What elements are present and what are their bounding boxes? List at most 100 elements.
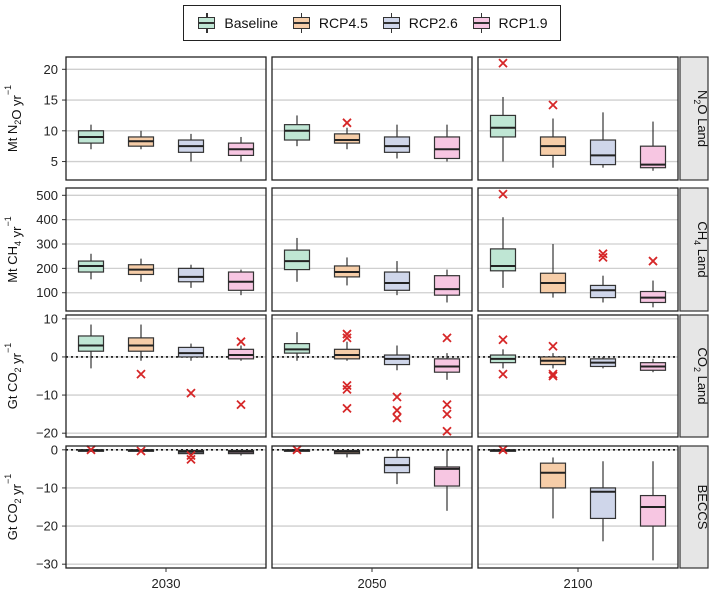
panel-border: [271, 187, 473, 312]
box: [77, 335, 105, 352]
strip-label: BECCS: [695, 485, 710, 530]
outlier-marker: [392, 392, 402, 402]
y-axis-title: Gt CO2 yr−1: [3, 474, 24, 541]
legend-label: RCP2.6: [408, 15, 458, 31]
y-tick-label: 10: [44, 311, 58, 326]
y-tick-label: 0: [51, 349, 58, 364]
y-tick-label: −10: [36, 480, 58, 495]
panel-background: [272, 446, 472, 568]
outlier-marker: [548, 100, 558, 110]
y-tick-label: 500: [36, 188, 58, 203]
legend-item-rcp45: RCP4.5: [291, 13, 368, 33]
outlier-marker: [648, 256, 658, 266]
panel-background: [66, 315, 266, 437]
outlier-marker: [498, 335, 508, 345]
strip-label: CH4 Land: [692, 221, 710, 277]
y-axis-title: Mt N2O yr−1: [3, 85, 24, 152]
outlier-marker: [442, 399, 452, 410]
y-axis-title: Gt CO2 yr−1: [3, 343, 24, 410]
panel-background: [66, 446, 266, 568]
box: [383, 136, 411, 153]
panel-background: [272, 57, 472, 180]
panel-background: [66, 57, 266, 180]
outlier-marker: [598, 252, 608, 263]
panel-border: [477, 314, 679, 438]
strip-label: CO2 Land: [692, 347, 710, 404]
box: [283, 124, 311, 141]
outlier-marker: [442, 333, 452, 343]
box: [433, 466, 461, 487]
legend-item-rcp26: RCP2.6: [381, 13, 458, 33]
legend-label: Baseline: [224, 15, 279, 31]
outlier-marker: [548, 371, 558, 381]
x-tick-label: 2100: [564, 576, 593, 591]
x-tick-label: 2050: [358, 576, 387, 591]
legend-label: RCP1.9: [498, 15, 548, 31]
outlier-marker: [236, 399, 246, 410]
y-tick-label: 5: [51, 154, 58, 169]
box: [639, 494, 667, 527]
y-tick-label: 100: [36, 285, 58, 300]
outlier-marker: [342, 118, 352, 128]
outlier-marker: [342, 384, 352, 394]
outlier-marker: [392, 413, 402, 423]
panel-border: [65, 187, 267, 312]
y-tick-label: −20: [36, 426, 58, 441]
y-tick-label: −10: [36, 388, 58, 403]
outlier-marker: [342, 403, 352, 414]
outlier-marker: [548, 341, 558, 351]
y-tick-label: −30: [36, 557, 58, 572]
box: [489, 114, 517, 138]
y-axis-title: Mt CH4 yr−1: [3, 216, 24, 283]
panel-border: [65, 56, 267, 181]
strip-background: [679, 314, 709, 438]
legend-label: RCP4.5: [318, 15, 368, 31]
outlier-marker: [442, 409, 452, 419]
legend-key-rcp19: [471, 13, 493, 33]
outlier-marker: [498, 445, 508, 455]
legend-key-rcp26: [381, 13, 403, 33]
legend-key-baseline: [196, 13, 218, 33]
outlier-marker: [342, 333, 352, 343]
y-tick-label: 0: [51, 442, 58, 457]
box: [489, 248, 517, 272]
outlier-marker: [342, 329, 352, 339]
outlier-marker: [292, 445, 302, 455]
outlier-marker: [236, 337, 246, 347]
panel-border: [477, 187, 679, 312]
box: [539, 462, 567, 489]
legend: Baseline RCP4.5 RCP2.6 RCP1.9: [183, 5, 561, 41]
outlier-marker: [498, 58, 508, 68]
legend-item-baseline: Baseline: [196, 13, 278, 33]
y-tick-label: 20: [44, 62, 58, 77]
outlier-marker: [136, 369, 146, 379]
box: [433, 136, 461, 160]
y-tick-label: 10: [44, 123, 58, 138]
outlier-marker: [598, 249, 608, 259]
panel-border: [271, 314, 473, 438]
panel-border: [477, 56, 679, 181]
strip-label: N2O Land: [692, 90, 710, 147]
box: [333, 133, 361, 144]
box: [283, 249, 311, 271]
panel-border: [271, 56, 473, 181]
box: [433, 275, 461, 296]
outlier-marker: [186, 388, 196, 398]
outlier-marker: [86, 445, 96, 455]
outlier-marker: [136, 446, 146, 456]
box: [177, 267, 205, 283]
panel-background: [478, 315, 678, 437]
outlier-marker: [498, 189, 508, 199]
box: [589, 139, 617, 166]
legend-key-rcp45: [291, 13, 313, 33]
outlier-marker: [442, 426, 452, 436]
x-tick-label: 2030: [152, 576, 181, 591]
box: [589, 284, 617, 299]
y-tick-label: −20: [36, 519, 58, 534]
outlier-marker: [392, 405, 402, 415]
legend-item-rcp19: RCP1.9: [471, 13, 548, 33]
box: [589, 487, 617, 520]
y-tick-label: 300: [36, 237, 58, 252]
